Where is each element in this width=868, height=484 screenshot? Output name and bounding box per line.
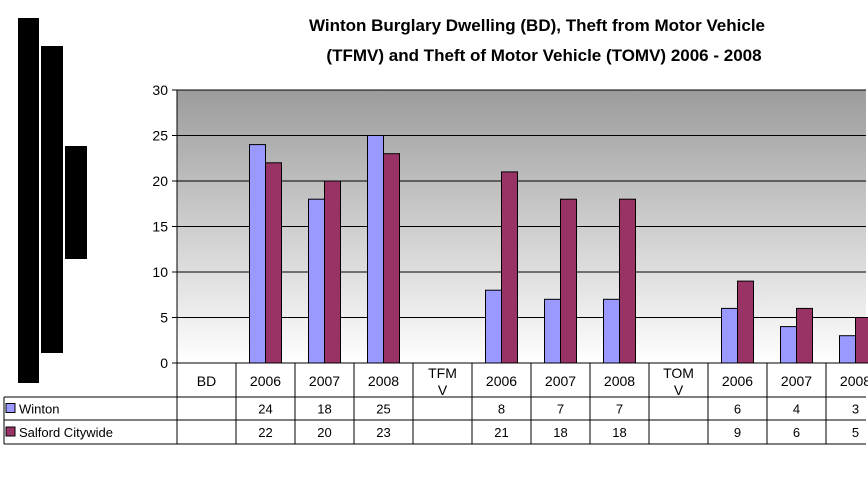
data-table-value: 4: [793, 402, 800, 417]
y-tick-label: 30: [152, 82, 168, 98]
data-table-value: 25: [376, 402, 390, 417]
legend-label-winton: Winton: [19, 402, 59, 417]
x-category-label: 2008: [368, 373, 399, 389]
data-table-value: 7: [616, 402, 623, 417]
bar-salford: [737, 280, 754, 364]
data-table-value: 7: [557, 402, 564, 417]
data-table-value: 3: [852, 402, 859, 417]
x-category-label: BD: [197, 373, 216, 389]
bar-winton: [544, 298, 561, 364]
data-table-value: 6: [734, 402, 741, 417]
x-category-label: 2006: [722, 373, 753, 389]
bar-salford: [324, 180, 341, 364]
bar-winton: [485, 289, 502, 364]
x-category-label: TFM: [428, 365, 457, 381]
bar-winton: [308, 198, 325, 364]
bar-salford: [855, 317, 868, 364]
bar-winton: [603, 298, 620, 364]
bar-salford: [501, 171, 518, 364]
data-table-value: 23: [376, 425, 390, 440]
legend-key-winton: [5, 403, 16, 413]
bar-winton: [249, 144, 266, 364]
x-category-label: V: [438, 382, 448, 398]
plot-area: 0 5 10 15 20 25 30: [152, 82, 868, 371]
data-table-value: 22: [258, 425, 272, 440]
x-category-label: 2007: [545, 373, 576, 389]
bar-salford: [796, 307, 813, 364]
data-table-value: 20: [317, 425, 331, 440]
chart-title-line-2: (TFMV) and Theft of Motor Vehicle (TOMV)…: [326, 46, 761, 65]
data-table-value: 18: [553, 425, 567, 440]
bar-winton: [367, 135, 384, 364]
bar-salford: [265, 162, 282, 364]
y-tick-label: 0: [160, 355, 168, 371]
bar-winton: [839, 335, 856, 364]
black-bar-decoration-3: [65, 146, 87, 259]
x-category-label: 2006: [486, 373, 517, 389]
y-tick-label: 20: [152, 173, 168, 189]
legend-label-salford: Salford Citywide: [19, 425, 113, 440]
y-tick-label: 15: [152, 219, 168, 235]
y-tick-label: 5: [160, 310, 168, 326]
data-table-value: 18: [317, 402, 331, 417]
x-category-label: 2007: [309, 373, 340, 389]
bar-winton: [780, 326, 797, 364]
bar-winton: [721, 307, 738, 364]
bar-salford: [619, 198, 636, 364]
x-category-label: 2006: [250, 373, 281, 389]
data-table-value: 8: [498, 402, 505, 417]
black-bar-decoration-1: [18, 18, 39, 383]
black-bar-decoration-2: [41, 46, 63, 353]
x-category-label: 2008: [840, 373, 868, 389]
y-tick-label: 25: [152, 128, 168, 144]
x-category-label: 2007: [781, 373, 812, 389]
bar-salford: [560, 198, 577, 364]
bar-salford: [383, 153, 400, 364]
y-tick-label: 10: [152, 264, 168, 280]
chart-title-line-1: Winton Burglary Dwelling (BD), Theft fro…: [309, 16, 765, 35]
legend-key-salford: [5, 426, 16, 437]
data-table-value: 24: [258, 402, 272, 417]
x-category-label: 2008: [604, 373, 635, 389]
data-table-value: 9: [734, 425, 741, 440]
data-table-value: 21: [494, 425, 508, 440]
data-table-value: 18: [612, 425, 626, 440]
x-category-label: V: [674, 382, 684, 398]
data-table-value: 5: [852, 425, 859, 440]
x-category-label: TOM: [663, 365, 694, 381]
data-table-value: 6: [793, 425, 800, 440]
